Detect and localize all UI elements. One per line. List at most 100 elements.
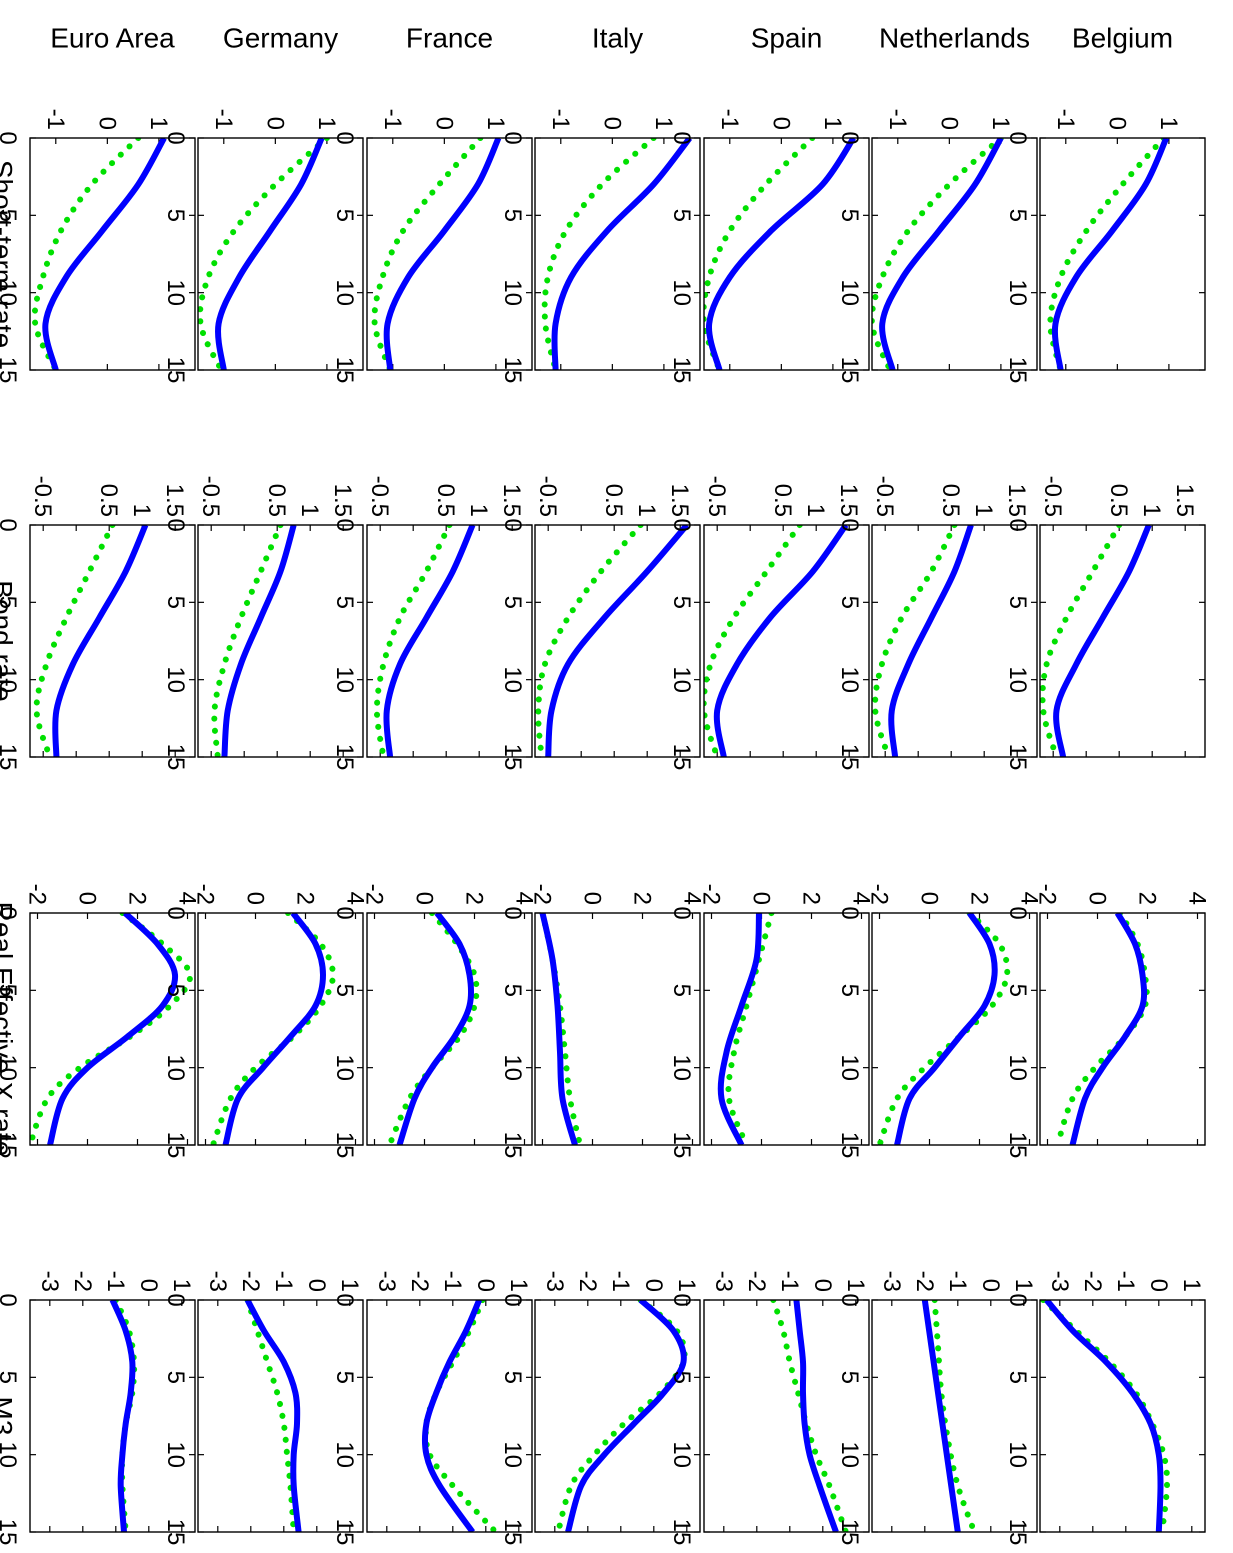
x-tick-label: 0 (0, 131, 21, 144)
x-tick-label: 0 (0, 1293, 21, 1306)
solid-series-line (1044, 1300, 1164, 1532)
solid-series-line (383, 138, 502, 370)
y-tick-label: 1.5 (835, 484, 862, 517)
plot-frame (366, 137, 533, 371)
x-tick-label: 5 (836, 209, 863, 222)
x-tick-label: 10 (668, 666, 695, 693)
y-tick-label: 0 (1103, 117, 1130, 130)
dotted-series-line (210, 913, 337, 1145)
y-tick-label: 0.5 (600, 484, 627, 517)
panel: 0 5 10 15 1.5 1 0.5 -0.5 (499, 476, 701, 770)
y-tick-label: 1 (1010, 1279, 1037, 1292)
variable-label: Bond rate (0, 580, 18, 701)
solid-series-line (221, 525, 297, 757)
x-tick-label: 15 (0, 1132, 21, 1159)
x-tick-label: 15 (1004, 1519, 1031, 1546)
x-tick-label: 0 (499, 131, 526, 144)
x-tick-label: 5 (499, 984, 526, 997)
x-tick-label: 10 (331, 1441, 358, 1468)
y-tick-label: -3 (878, 1271, 905, 1292)
x-tick-label: 5 (162, 984, 189, 997)
rotated-figure-group: 05101510-105101510-105101510-105101510-1… (0, 22, 1211, 1545)
x-tick-label: 10 (0, 1054, 21, 1081)
dotted-series-line (770, 1300, 849, 1532)
x-tick-label: 15 (331, 357, 358, 384)
series-lines (539, 913, 583, 1145)
y-tick-label: 1 (1178, 1279, 1205, 1292)
solid-series-line (545, 525, 690, 757)
y-tick-label: 1 (819, 117, 846, 130)
y-tick-label: 0 (1145, 1279, 1172, 1292)
y-tick-label: 0 (261, 117, 288, 130)
x-tick-label: 0 (331, 1293, 358, 1306)
dotted-series-line (211, 525, 284, 757)
x-tick-label: 5 (499, 596, 526, 609)
x-tick-label: 5 (499, 1371, 526, 1384)
y-tick-label: -1 (944, 1271, 971, 1292)
y-tick-label: 1.5 (329, 484, 356, 517)
column-bond-rate: 0510151.510.5-0.50510151.510.5-0.5051015… (0, 476, 1206, 770)
dotted-series-line (386, 913, 480, 1145)
y-tick-label: -1 (270, 1271, 297, 1292)
y-tick-label: -3 (541, 1271, 568, 1292)
x-tick-label: 10 (162, 1441, 189, 1468)
x-tick-label: 0 (162, 518, 189, 531)
y-tick-label: -2 (406, 1271, 433, 1292)
x-tick-label: 0 (331, 131, 358, 144)
series-lines (1040, 525, 1152, 757)
y-tick-label: 1 (482, 117, 509, 130)
x-tick-label: 15 (836, 1132, 863, 1159)
plot-frame (366, 1299, 533, 1533)
plot-frame (534, 1299, 701, 1533)
y-tick-label: -0.5 (534, 476, 561, 517)
x-tick-label: 0 (162, 906, 189, 919)
series-lines (371, 138, 502, 370)
y-tick-label: -2 (69, 1271, 96, 1292)
series-lines (31, 138, 167, 370)
y-tick-label: 2 (798, 892, 825, 905)
plot-frame (871, 1299, 1038, 1533)
x-tick-label: 0 (668, 131, 695, 144)
y-tick-label: 4 (848, 892, 875, 905)
x-tick-label: 5 (1004, 1371, 1031, 1384)
y-tick-label: -1 (716, 109, 743, 130)
solid-series-line (551, 138, 693, 370)
x-tick-label: 5 (668, 984, 695, 997)
plot-frame (197, 1299, 364, 1533)
solid-series-line (421, 1300, 482, 1532)
x-tick-label: 5 (836, 984, 863, 997)
x-tick-label: 10 (1004, 279, 1031, 306)
panel: 0 5 10 15 1.5 1 0.5 -0.5 (668, 476, 870, 770)
y-tick-label: -2 (1079, 1271, 1106, 1292)
plot-frame (29, 1299, 196, 1533)
x-tick-label: 10 (836, 1054, 863, 1081)
y-tick-label: 0 (977, 1279, 1004, 1292)
x-tick-label: 0 (162, 131, 189, 144)
x-tick-label: 0 (668, 1293, 695, 1306)
x-tick-label: 0 (162, 1293, 189, 1306)
panel: 0 5 10 15 1.5 1 0.5 -0.5 (162, 476, 364, 770)
plot-frame (534, 912, 701, 1146)
x-tick-label: 5 (331, 984, 358, 997)
series-lines (386, 913, 480, 1145)
y-tick-label: 4 (679, 892, 706, 905)
dotted-series-line (535, 525, 644, 757)
solid-series-line (42, 138, 167, 370)
x-tick-label: 0 (1004, 906, 1031, 919)
solid-series-line (1051, 138, 1170, 370)
x-tick-label: 5 (668, 596, 695, 609)
x-tick-label: 15 (1004, 357, 1031, 384)
x-tick-label: 5 (1004, 984, 1031, 997)
series-lines (33, 525, 149, 757)
x-tick-label: 5 (668, 209, 695, 222)
